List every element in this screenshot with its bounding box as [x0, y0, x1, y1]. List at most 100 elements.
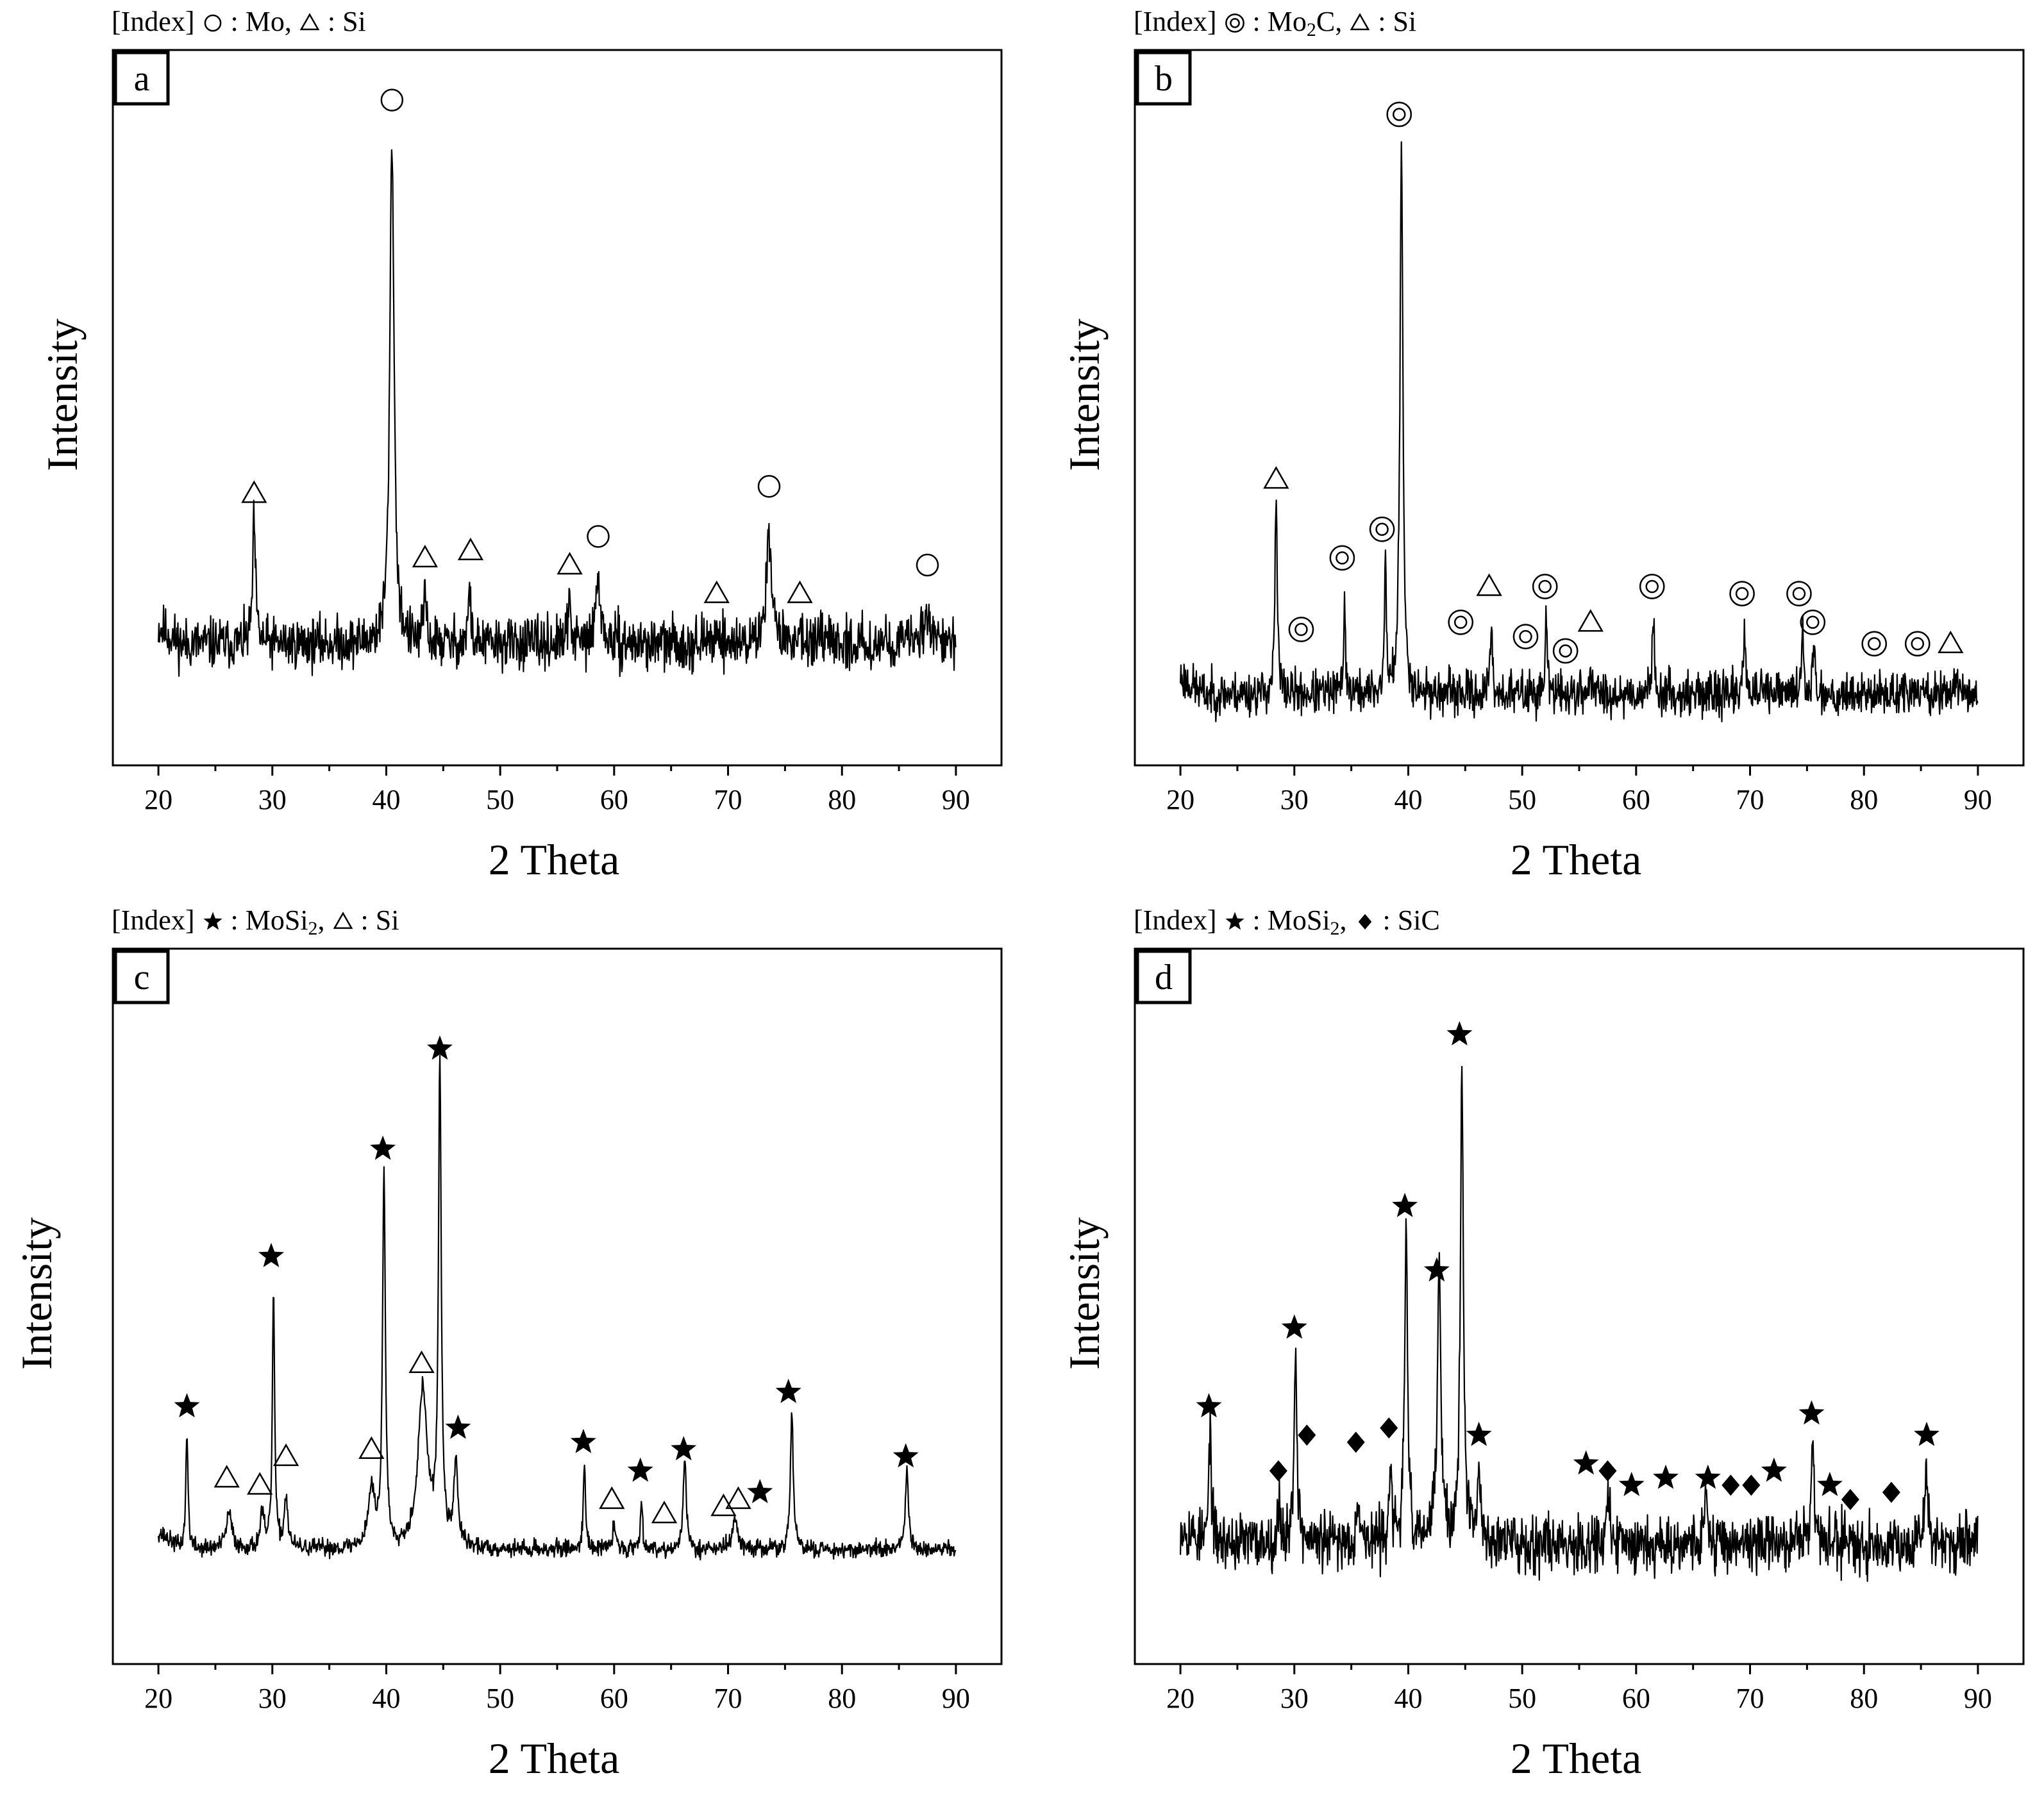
peak-marker-triangle [1938, 630, 1964, 654]
x-tick-label: 70 [714, 784, 742, 815]
chart-panel-c: c 20 30 40 50 60 70 80 90 2 Theta Intensity [Index]… [0, 899, 1022, 1798]
double-circle-icon [1224, 8, 1246, 36]
peak-marker-star [1466, 1421, 1492, 1446]
index-entry-label: : Si [353, 904, 399, 936]
panel-label-box [113, 949, 170, 1004]
index-entry-label: : MoSi [223, 904, 308, 936]
peak-marker-star [445, 1414, 471, 1439]
peak-marker-triangle [241, 480, 267, 503]
index-legend: [Index] : MoSi2, : Si [112, 904, 399, 938]
panel-label-box [1135, 949, 1192, 1004]
peak-marker-star [258, 1242, 284, 1267]
y-axis-title: Intensity [1060, 1217, 1109, 1370]
x-tick-label: 20 [1166, 784, 1194, 815]
peak-marker-star [1281, 1314, 1307, 1339]
index-legend: [Index] : Mo, : Si [112, 8, 366, 36]
x-axis-title: 2 Theta [489, 835, 620, 884]
peak-marker-star [775, 1378, 801, 1403]
peak-marker-star [1761, 1457, 1787, 1482]
x-tick-label: 90 [942, 1683, 970, 1714]
x-tick-label: 30 [1280, 1683, 1309, 1714]
xrd-pattern-line [158, 149, 957, 678]
triangle-icon [1349, 8, 1371, 36]
index-entry-subscript: 2 [1330, 918, 1340, 939]
peak-marker-triangle [358, 1436, 385, 1459]
index-entry-label: : Si [320, 6, 366, 37]
peak-marker-star [174, 1393, 200, 1418]
x-tick-label: 90 [1964, 1683, 1992, 1714]
panel-label-box [113, 51, 170, 106]
xrd-pattern-line [158, 1054, 957, 1561]
peak-marker-triangle [599, 1486, 625, 1510]
peak-marker-triangle [1476, 573, 1502, 596]
index-entry-label: : Mo, [223, 6, 299, 37]
index-entry-label: : MoSi [1245, 904, 1330, 936]
panel-label: d [1155, 958, 1173, 997]
legend-triangle-icon [1350, 13, 1370, 31]
peak-marker-double-circle [1288, 617, 1314, 642]
peak-marker-double-circle [1532, 574, 1558, 599]
peak-marker-star [1618, 1472, 1645, 1496]
legend-triangle-icon [299, 13, 320, 31]
peak-marker-triangle [787, 580, 813, 603]
peak-marker-diamond [1298, 1424, 1316, 1446]
peak-marker-star [892, 1443, 919, 1468]
x-tick-label: 80 [1850, 1683, 1878, 1714]
x-tick-label: 40 [1394, 1683, 1422, 1714]
peak-marker-double-circle [1329, 545, 1355, 571]
x-tick-label: 70 [1736, 1683, 1764, 1714]
xrd-chart-c: c 20 30 40 50 60 70 80 90 2 Theta Intensity [12, 947, 1003, 1783]
peak-marker-star [1653, 1464, 1679, 1489]
peak-marker-double-circle [1786, 581, 1812, 607]
peak-marker-triangle [1263, 466, 1289, 489]
peak-marker-double-circle [1904, 631, 1931, 657]
peak-marker-triangle [1577, 609, 1604, 632]
peak-marker-double-circle [1512, 624, 1539, 649]
star-icon [1224, 906, 1246, 935]
peak-marker-double-circle [1861, 631, 1888, 657]
legend-diamond-icon [1358, 913, 1371, 930]
index-legend: [Index] : Mo2C, : Si [1134, 6, 1416, 40]
peak-marker-star [1196, 1393, 1222, 1418]
peak-marker-star [747, 1479, 773, 1504]
index-legend: [Index] : MoSi2, : SiC [1134, 904, 1440, 938]
legend-star-icon [1225, 911, 1244, 930]
peak-marker-double-circle [1729, 581, 1755, 607]
peak-marker-triangle [703, 580, 730, 603]
peak-marker-star [427, 1035, 453, 1060]
index-entry-suffix: , [317, 904, 332, 936]
plot-frame [1134, 49, 2025, 767]
x-tick-label: 80 [828, 784, 856, 815]
peak-marker-star [1817, 1472, 1843, 1496]
x-tick-label: 80 [828, 1683, 856, 1714]
plot-frame [1134, 947, 2025, 1665]
peak-marker-star [671, 1436, 697, 1461]
x-axis-title: 2 Theta [1511, 1734, 1642, 1783]
x-tick-label: 60 [1622, 784, 1650, 815]
peak-marker-triangle [651, 1501, 678, 1524]
peak-marker-circle [587, 525, 610, 548]
peak-marker-double-circle [1552, 638, 1579, 664]
x-tick-label: 20 [144, 1683, 172, 1714]
peak-marker-double-circle [1800, 609, 1826, 635]
x-tick-label: 30 [258, 784, 287, 815]
index-entry-suffix: , [1339, 904, 1354, 936]
peak-marker-triangle [214, 1465, 240, 1488]
x-tick-label: 60 [1622, 1683, 1650, 1714]
peak-marker-star [1798, 1400, 1825, 1425]
x-tick-label: 30 [1280, 784, 1309, 815]
peak-marker-triangle [412, 544, 439, 568]
peak-marker-star [1695, 1464, 1721, 1489]
peak-marker-double-circle [1448, 609, 1474, 635]
peak-marker-circle [380, 88, 404, 112]
index-entry-suffix: C, [1316, 6, 1350, 37]
y-axis-title: Intensity [12, 1217, 61, 1370]
diamond-icon [1354, 906, 1376, 935]
chart-panel-d: d 20 30 40 50 60 70 80 90 2 Theta Intensity [Index]… [1022, 899, 2044, 1798]
peak-marker-diamond [1269, 1460, 1287, 1482]
index-prefix: [Index] [112, 904, 202, 936]
x-axis-title: 2 Theta [489, 1734, 620, 1783]
peak-marker-triangle [272, 1443, 299, 1467]
peak-marker-star [370, 1135, 396, 1160]
x-tick-label: 80 [1850, 784, 1878, 815]
